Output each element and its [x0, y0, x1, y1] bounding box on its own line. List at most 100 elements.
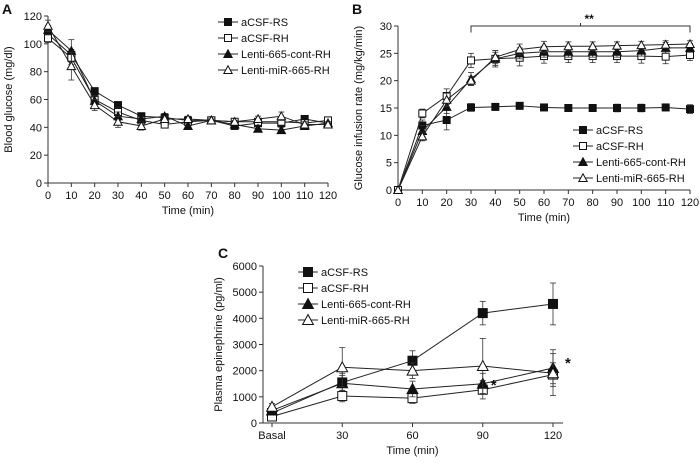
- data-point: [337, 391, 348, 402]
- data-point: [637, 104, 646, 112]
- x-tick-label: 60: [182, 190, 194, 202]
- legend-marker: [577, 156, 589, 166]
- data-point: [112, 116, 124, 126]
- x-tick-label: 50: [159, 190, 171, 202]
- significance-bracket: [470, 23, 691, 33]
- data-point: [159, 113, 170, 123]
- x-tick-label: 90: [611, 197, 623, 209]
- data-point: [418, 109, 427, 118]
- data-point: [490, 51, 501, 62]
- legend-label: Lenti-665-cont-RH: [321, 299, 411, 311]
- x-tick-label: 70: [205, 190, 217, 202]
- data-point: [182, 120, 194, 130]
- y-tick-label: 0: [386, 185, 392, 197]
- legend-marker: [301, 313, 315, 325]
- legend-label: Lenti-665-cont-RH: [596, 157, 686, 169]
- significance-label: *: [491, 377, 497, 394]
- y-tick-label: 40: [30, 122, 42, 134]
- x-tick-label: 90: [252, 190, 264, 202]
- data-point: [406, 364, 419, 376]
- data-point: [89, 99, 100, 110]
- y-tick-label: 0: [251, 418, 257, 430]
- legend-label: Lenti-miR-665-RH: [596, 173, 685, 185]
- x-tick-label: 90: [477, 430, 489, 442]
- y-tick-label: 25: [380, 48, 392, 60]
- legend-label: aCSF-RH: [321, 283, 369, 295]
- legend-label: Lenti-665-cont-RH: [241, 49, 331, 61]
- data-point: [661, 52, 670, 61]
- x-tick-label: 10: [416, 197, 428, 209]
- data-point: [564, 104, 573, 112]
- data-point: [417, 131, 428, 141]
- data-point: [252, 123, 264, 133]
- legend-marker: [301, 297, 315, 309]
- y-tick-label: 0: [36, 178, 42, 190]
- y-axis-label: Plasma epinephrine (pg/ml): [213, 277, 225, 412]
- data-point: [206, 115, 217, 125]
- data-point: [299, 119, 310, 129]
- y-tick-label: 20: [30, 150, 42, 162]
- x-tick-label: 30: [112, 190, 124, 202]
- x-tick-label: 120: [544, 430, 562, 442]
- y-tick-label: 5: [386, 158, 392, 170]
- data-point: [322, 119, 334, 129]
- legend-marker: [222, 48, 234, 58]
- legend-label: aCSF-RH: [596, 141, 644, 153]
- y-tick-label: 30: [380, 21, 392, 33]
- significance-label: *: [565, 355, 571, 372]
- x-tick-label: 110: [296, 190, 314, 202]
- legend-marker: [577, 172, 589, 182]
- panel-label: C: [218, 245, 228, 261]
- x-tick-label: 110: [657, 197, 675, 209]
- x-tick-label: 20: [441, 197, 453, 209]
- x-axis-label: Time (min): [386, 445, 438, 457]
- data-point: [660, 39, 671, 49]
- legend-label: aCSF-RS: [241, 17, 288, 29]
- data-point: [276, 124, 287, 135]
- y-tick-label: 1000: [233, 392, 257, 404]
- x-tick-label: 10: [65, 190, 77, 202]
- y-tick-label: 3000: [233, 340, 257, 352]
- x-axis-label: Time (min): [162, 205, 214, 217]
- data-point: [276, 110, 287, 121]
- x-tick-label: 70: [562, 197, 574, 209]
- x-tick-label: 0: [45, 190, 51, 202]
- x-tick-label: 60: [538, 197, 550, 209]
- series-line: [397, 54, 691, 191]
- x-tick-label: 80: [587, 197, 599, 209]
- data-point: [182, 113, 194, 123]
- x-tick-label: 80: [229, 190, 241, 202]
- panel-label: B: [352, 1, 362, 17]
- y-tick-label: 120: [24, 11, 42, 23]
- legend-label: Lenti-miR-665-RH: [241, 65, 330, 77]
- legend-label: aCSF-RH: [241, 33, 289, 45]
- data-point: [548, 298, 558, 309]
- data-point: [229, 116, 240, 126]
- data-point: [467, 103, 475, 112]
- data-point: [563, 40, 574, 51]
- data-point: [476, 359, 489, 371]
- data-point: [587, 46, 598, 56]
- x-tick-label: 20: [89, 190, 101, 202]
- y-tick-label: 2000: [233, 366, 257, 378]
- data-point: [613, 104, 621, 112]
- panel-label: A: [2, 1, 12, 17]
- data-point: [441, 94, 452, 104]
- series-line: [47, 33, 329, 127]
- data-point: [90, 87, 99, 96]
- legend-label: aCSF-RS: [321, 267, 368, 279]
- y-tick-label: 60: [30, 95, 42, 107]
- data-point: [538, 41, 550, 51]
- data-point: [252, 113, 264, 123]
- data-point: [636, 39, 647, 50]
- data-point: [611, 46, 623, 56]
- legend-label: Lenti-miR-665-RH: [321, 315, 410, 327]
- x-tick-label: Basal: [258, 430, 286, 442]
- data-point: [514, 44, 525, 54]
- data-point: [442, 116, 451, 125]
- data-point: [636, 45, 647, 55]
- data-point: [465, 75, 477, 85]
- data-point: [686, 105, 694, 114]
- data-point: [588, 104, 597, 112]
